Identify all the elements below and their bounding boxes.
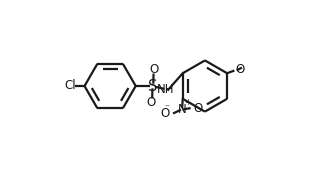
Text: O: O xyxy=(147,96,156,109)
Text: ⁻: ⁻ xyxy=(164,104,169,114)
Text: O: O xyxy=(235,63,244,76)
Text: N: N xyxy=(177,103,186,116)
Text: O: O xyxy=(194,102,203,115)
Text: S: S xyxy=(148,79,157,94)
Text: O: O xyxy=(150,63,159,76)
Text: Cl: Cl xyxy=(64,79,75,91)
Text: O: O xyxy=(161,108,170,121)
Text: NH: NH xyxy=(157,83,174,96)
Text: +: + xyxy=(184,98,191,107)
